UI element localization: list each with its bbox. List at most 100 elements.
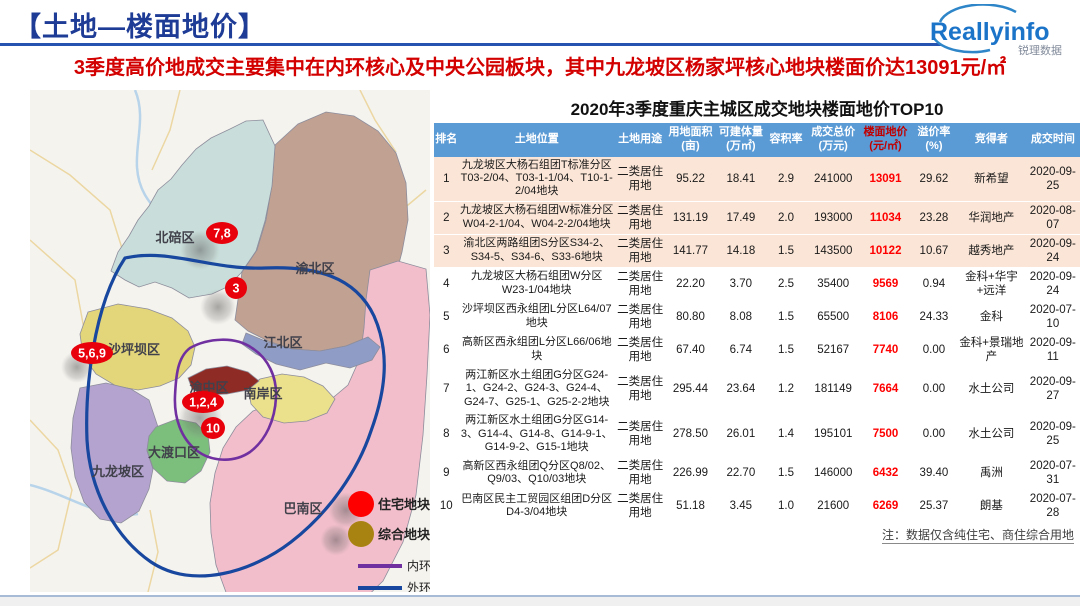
legend-label: 外环 [407,581,430,592]
page-title: 【土地—楼面地价】 [14,12,266,42]
table-cell: 278.50 [672,428,709,441]
table-cell: 39.40 [919,467,949,480]
table-row: 6 高新区西永组团L分区L66/06地块 二类居住用地 67.40 6.74 1.5 521… [434,333,1080,367]
table-cell: 295.44 [672,382,709,395]
table-cell: 7 [443,382,450,395]
table-cell: 禹洲 [979,467,1003,480]
logo-arc-bottom [932,37,991,54]
table-cell: 131.19 [672,211,709,224]
table-cell: 22.20 [676,277,705,290]
table-cell: 华润地产 [968,211,1015,224]
table-cell: 13091 [869,172,902,185]
district-shapes [70,111,430,592]
table-cell: 22.70 [726,467,756,480]
table-cell: 2.9 [778,172,795,185]
table-cell: 3 [443,244,450,257]
rank-marker-label: 5,6,9 [78,347,106,361]
table-cell: 8 [443,428,450,441]
table-cell: 141.77 [672,244,709,257]
table-cell: 九龙坡区大杨石组团W分区W23-1/04地块 [471,270,603,296]
table-cell: 7740 [872,343,899,356]
legend-swatch-circle [348,521,374,547]
district-label: 沙坪坝区 [108,342,160,357]
legend-swatch-circle [348,491,374,517]
table-cell: 新希望 [974,172,1009,185]
column-header: 用地面积 (亩) [665,123,716,157]
table-cell: 6432 [872,467,899,480]
table-cell: 0.94 [922,277,946,290]
district-shape-beibei [110,119,276,299]
logo-graphic: Reallyinfo 锐理数据 [930,4,1062,57]
table-cell: 2020-09-11 [1029,336,1076,363]
table-cell: 0.00 [922,382,946,395]
table-cell: 2.0 [778,211,795,224]
district-label: 南岸区 [243,386,282,401]
table-cell: 水土公司 [968,382,1015,395]
table-cell: 二类居住用地 [617,303,664,330]
logo-subtext: 锐理数据 [1018,43,1062,57]
district-shape-jiulongpo [70,382,159,524]
table-row: 9 高新区西永组团Q分区Q8/02、Q9/03、Q10/03地块 二类居住用地 226… [434,457,1080,490]
rank-marker [201,417,225,439]
footer-bar [0,595,1080,606]
table-cell: 193000 [814,211,853,224]
column-header: 可建体量 (万㎡) [715,123,767,157]
table-cell: 渝北区两路组团S分区S34-2、S34-5、S34-6、S33-6地块 [463,237,611,263]
inner-ring-road [173,338,278,461]
logo-arc-top [938,4,1017,23]
table-cell: 1.5 [778,244,795,257]
table-row: 3 渝北区两路组团S分区S34-2、S34-5、S34-6、S33-6地块 二类居住… [434,234,1080,268]
title-underline [0,43,941,46]
column-header: 土地位置 [458,123,615,157]
table-cell: 26.01 [726,428,756,441]
table-cell: 146000 [814,467,853,480]
table-cell: 6269 [872,500,899,513]
table-cell: 1.5 [778,467,795,480]
top10-table: 排名 土地位置 土地用途 用地面积 (亩) 可建体量 (万㎡) 容积率 成交总价 (万元) 楼… [434,123,1080,523]
table-cell: 181149 [814,382,852,395]
table-row: 7 两江新区水土组团G分区G24-1、G24-2、G24-3、G24-4、G24-… [434,366,1080,412]
table-cell: 朗基 [979,500,1003,513]
table-row: 1 九龙坡区大杨石组团T标准分区T03-2/04、T03-1-1/04、T10-1… [434,156,1080,202]
column-header: 楼面地价 (元/㎡) [860,123,911,157]
data-footnote: 注：数据仅含纯住宅、商住综合用地 [881,528,1074,545]
table-cell: 143500 [814,244,853,257]
table-cell: 7500 [872,428,899,441]
rank-marker-label: 1,2,4 [189,396,217,410]
column-header: 溢价率 (%) [910,123,958,157]
rank-marker-label: 10 [206,422,220,436]
table-cell: 9569 [872,277,899,290]
column-header: 容积率 [766,123,807,157]
table-cell: 6.74 [729,343,753,356]
table-cell: 23.28 [919,211,949,224]
table-cell: 1 [443,172,450,185]
district-label: 渝北区 [295,261,334,276]
map-markers: 7,8 3 5,6,9 1,2,4 10 [71,222,247,439]
legend-label: 综合地块 [378,527,430,542]
table-cell: 1.2 [778,382,795,395]
table-cell: 二类居住用地 [617,270,664,297]
column-header: 成交总价 (万元) [806,123,861,157]
table-cell: 九龙坡区大杨石组团W标准分区W04-2-1/04、W04-2-2/04地块 [460,204,614,230]
table-cell: 3.45 [729,500,753,513]
rank-marker [182,391,224,413]
table-row: 5 沙坪坝区西永组团L分区L64/07地块 二类居住用地 80.80 8.08 1.5 65… [434,300,1080,334]
table-cell: 52167 [817,343,850,356]
column-header: 成交时间 [1025,123,1080,157]
table-cell: 2020-09-24 [1029,237,1076,264]
rank-marker-label: 3 [233,282,240,296]
column-header: 竞得者 [957,123,1026,157]
table-cell: 18.41 [726,172,756,185]
table-cell: 51.18 [676,500,705,513]
table-cell: 21600 [817,500,850,513]
table-cell: 65500 [817,310,850,323]
table-cell: 10.67 [919,244,949,257]
table-cell: 高新区西永组团L分区L66/06地块 [461,336,612,362]
rank-marker [225,277,247,299]
table-cell: 2020-07-28 [1029,493,1076,520]
table-cell: 29.62 [919,172,949,185]
table-cell: 95.22 [676,172,705,185]
table-cell: 8106 [872,310,899,323]
